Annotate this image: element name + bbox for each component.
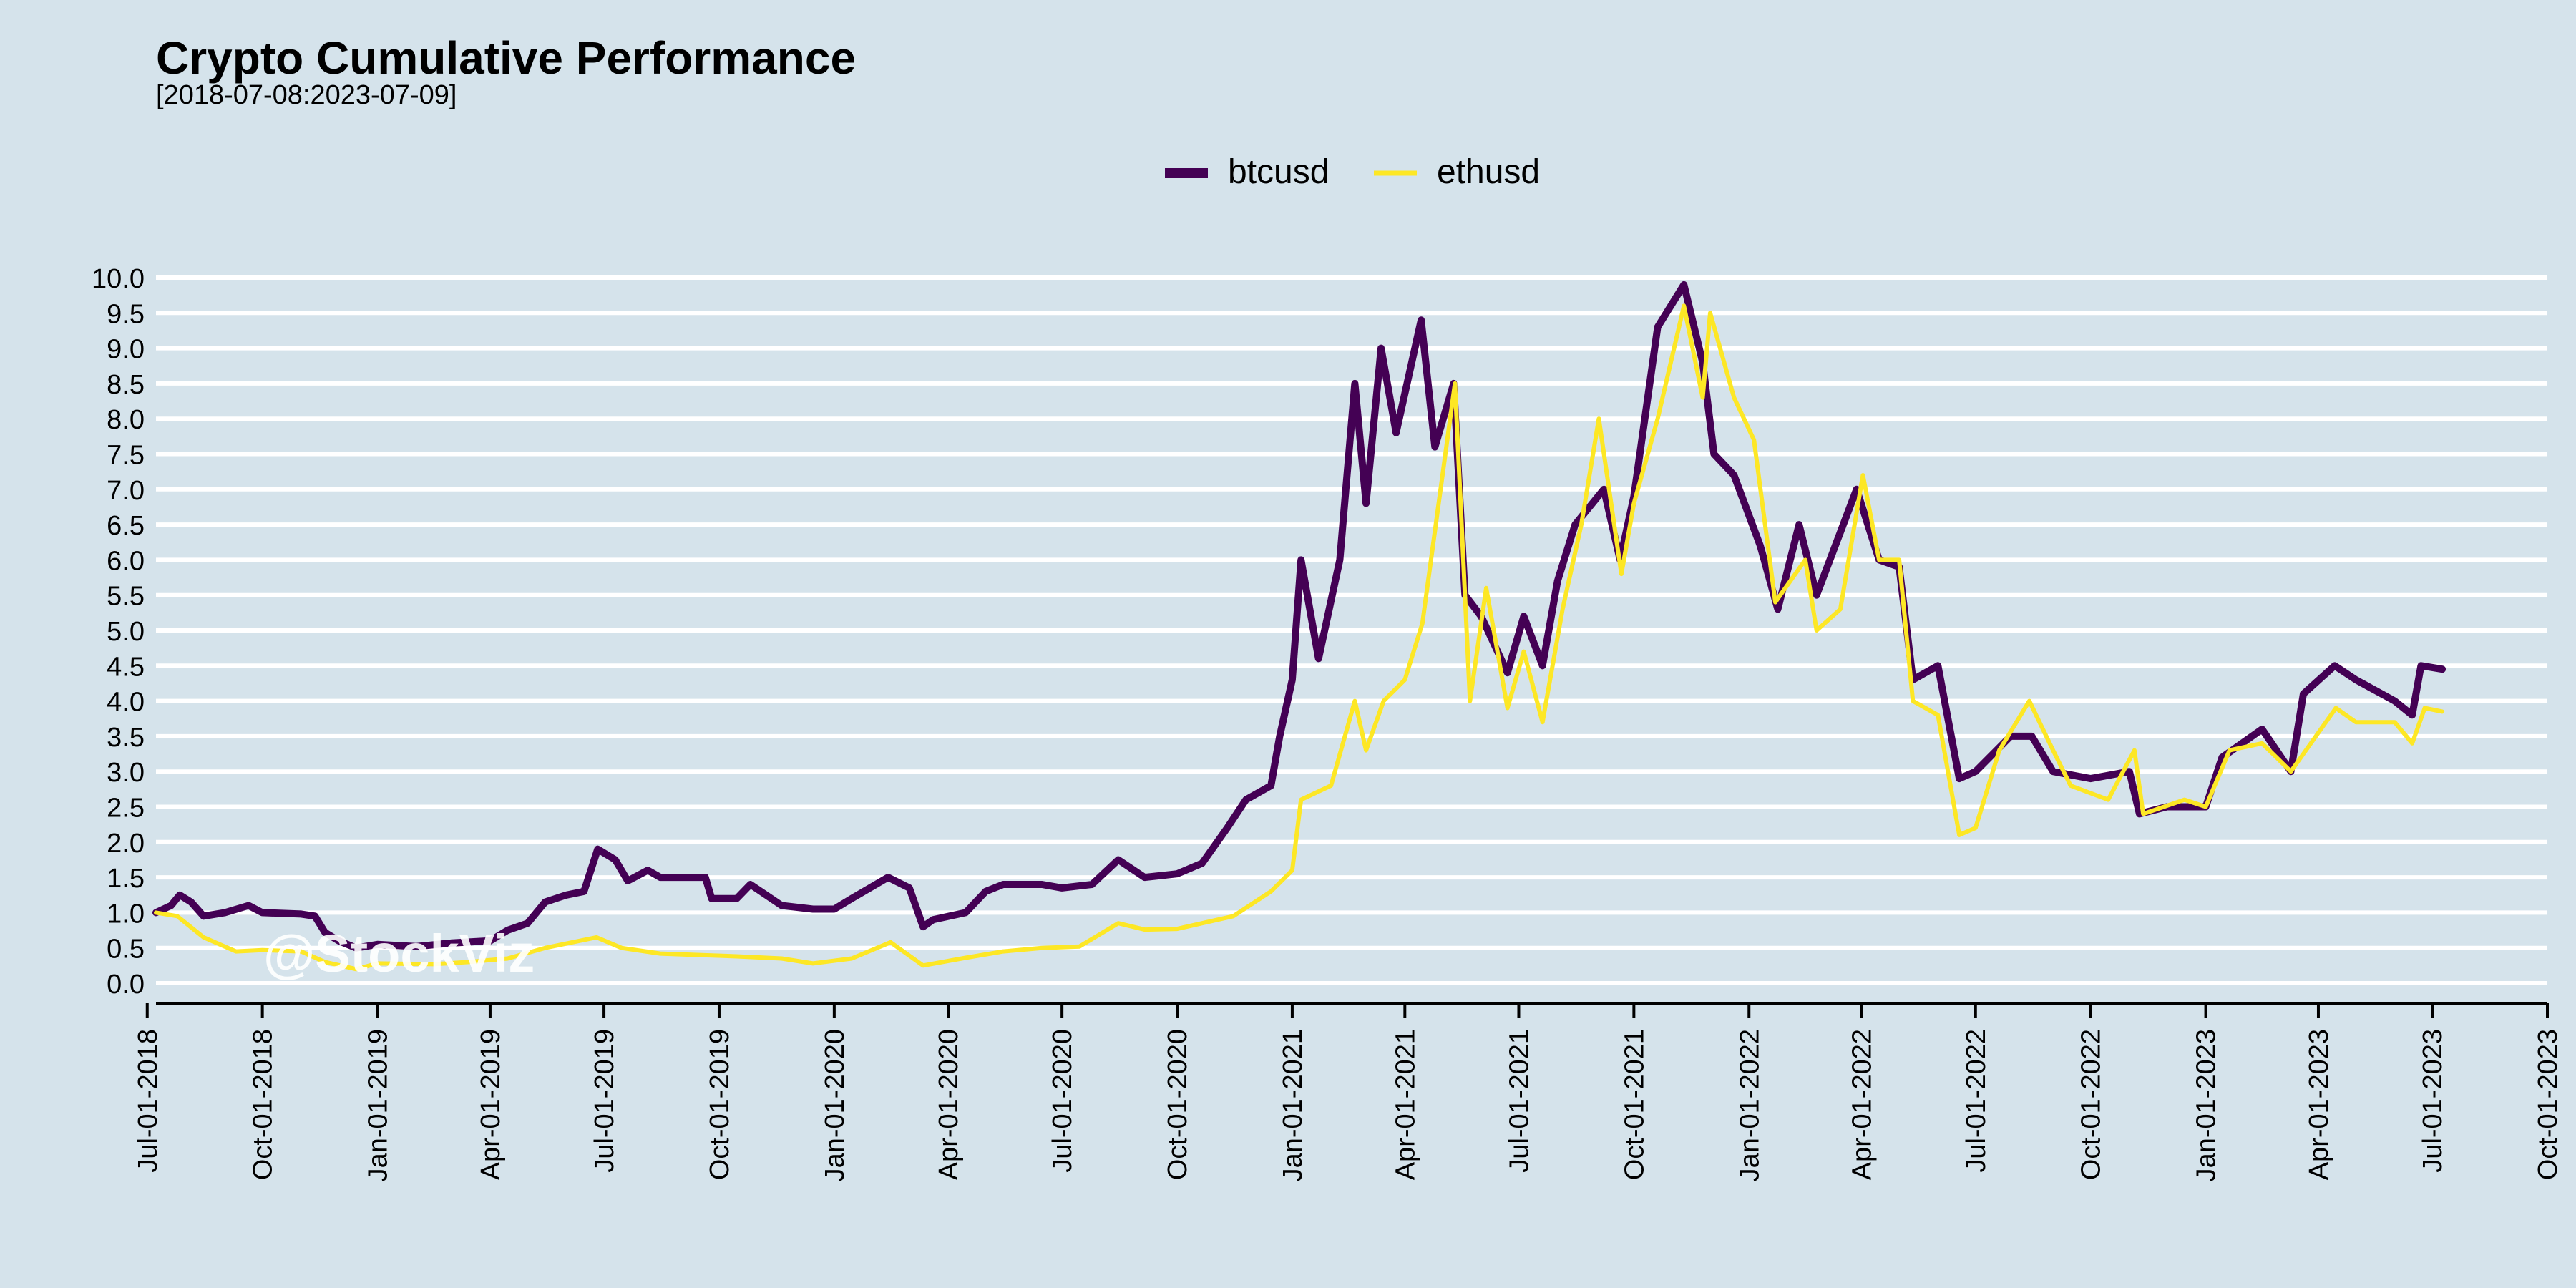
x-tick-label: Jul-01-2019: [590, 1029, 620, 1173]
series-lines: [152, 280, 2446, 972]
x-tick-label: Oct-01-2022: [2077, 1029, 2107, 1180]
y-tick-label: 2.0: [107, 829, 145, 859]
axes: 0.0 0.5 1.0 1.5 2.0 2.5 3.0 3.5 4.0 4.5 5.0 5.5 6.0 6…: [92, 264, 2563, 1181]
y-tick-label: 0.5: [107, 935, 145, 965]
y-tick-label: 0.0: [107, 970, 145, 1000]
watermark: @StockViz: [263, 924, 535, 983]
x-tick-label: Apr-01-2021: [1390, 1029, 1420, 1180]
y-tick-label: 4.5: [107, 652, 145, 682]
legend: btcusd ethusd: [1165, 153, 1540, 191]
x-tick-label: Oct-01-2019: [705, 1029, 735, 1180]
x-tick-label: Jul-01-2021: [1504, 1029, 1534, 1173]
grid-lines: [156, 275, 2547, 985]
x-tick-label: Jul-01-2022: [1961, 1029, 1991, 1173]
y-tick-label: 1.5: [107, 864, 145, 894]
x-tick-label: Apr-01-2020: [934, 1029, 964, 1180]
chart-title: Crypto Cumulative Performance: [156, 32, 857, 84]
x-tick-label: Apr-01-2023: [2304, 1029, 2334, 1180]
y-tick-label: 10.0: [92, 264, 145, 294]
y-tick-label: 3.5: [107, 723, 145, 753]
y-tick-label: 6.5: [107, 511, 145, 541]
y-tick-label: 3.0: [107, 758, 145, 788]
y-tick-label: 8.0: [107, 405, 145, 435]
x-tick-label: Jan-01-2019: [364, 1029, 394, 1181]
series-line-btcusd: [152, 280, 2446, 952]
y-tick-label: 5.0: [107, 617, 145, 647]
legend-label-btcusd: btcusd: [1228, 153, 1329, 191]
series-line-ethusd: [154, 303, 2445, 972]
legend-label-ethusd: ethusd: [1437, 153, 1540, 191]
y-tick-label: 2.5: [107, 794, 145, 824]
x-tick-label: Jan-01-2022: [1735, 1029, 1765, 1181]
x-tick-label: Oct-01-2023: [2533, 1029, 2563, 1180]
x-tick-label: Oct-01-2020: [1163, 1029, 1193, 1180]
y-tick-label: 6.0: [107, 546, 145, 576]
y-tick-label: 1.0: [107, 899, 145, 929]
x-tick-label: Apr-01-2022: [1848, 1029, 1878, 1180]
y-tick-label: 9.5: [107, 299, 145, 329]
chart-subtitle: [2018-07-08:2023-07-09]: [156, 80, 457, 110]
y-tick-label: 8.5: [107, 370, 145, 400]
x-tick-label: Apr-01-2019: [476, 1029, 506, 1180]
x-tick-label: Oct-01-2021: [1619, 1029, 1649, 1180]
x-tick-label: Jan-01-2023: [2192, 1029, 2222, 1181]
x-tick-label: Jan-01-2020: [820, 1029, 850, 1181]
y-tick-label: 9.0: [107, 335, 145, 365]
y-tick-label: 5.5: [107, 582, 145, 612]
y-tick-label: 7.5: [107, 441, 145, 471]
x-tick-label: Jul-01-2023: [2418, 1029, 2448, 1173]
x-tick-label: Oct-01-2018: [248, 1029, 278, 1180]
x-tick-label: Jul-01-2020: [1048, 1029, 1078, 1173]
x-tick-label: Jul-01-2018: [133, 1029, 163, 1173]
x-tick-label: Jan-01-2021: [1278, 1029, 1308, 1181]
y-tick-label: 7.0: [107, 476, 145, 506]
y-tick-label: 4.0: [107, 688, 145, 718]
